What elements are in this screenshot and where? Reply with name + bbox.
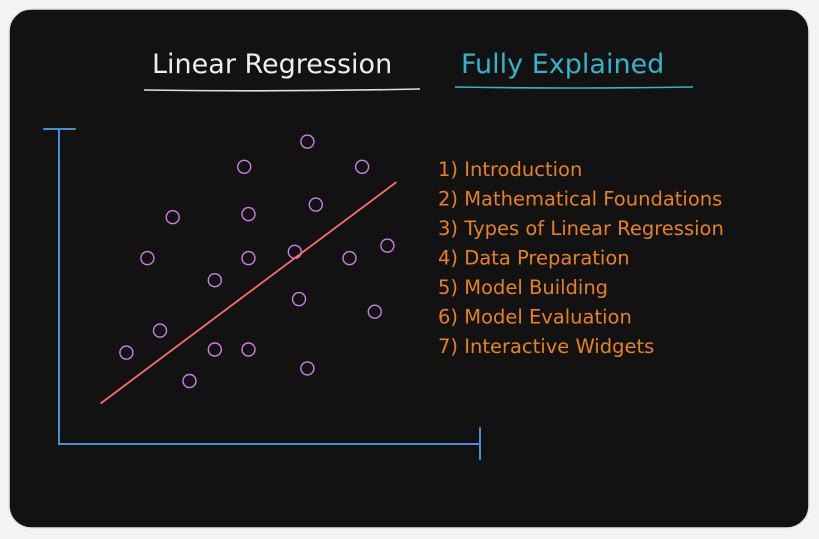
scatter-point-14 <box>300 361 315 376</box>
title-sub-underline <box>454 86 694 89</box>
scatter-point-20 <box>380 238 395 253</box>
scatter-point-7 <box>207 273 223 288</box>
toc-item-1: 1) Introduction <box>438 158 582 181</box>
scatter-point-9 <box>236 159 252 175</box>
scatter-point-18 <box>354 159 370 175</box>
scatter-point-8 <box>241 342 256 357</box>
regression-line-group <box>100 181 397 405</box>
scatter-point-1 <box>119 345 134 360</box>
title-main: Linear Regression <box>152 49 392 80</box>
frame-background <box>8 8 810 529</box>
scatter-point-13 <box>291 291 307 307</box>
toc-item-2: 2) Mathematical Foundations <box>438 188 722 211</box>
scatter-point-17 <box>342 250 357 266</box>
scatter-point-15 <box>300 134 315 149</box>
regression-line <box>100 181 397 405</box>
scatter-points <box>119 134 395 389</box>
scatter-point-10 <box>241 206 256 222</box>
scatter-point-16 <box>308 197 323 212</box>
scatter-point-4 <box>165 209 180 225</box>
toc-item-5: 5) Model Building <box>438 276 608 299</box>
toc-item-3: 3) Types of Linear Regression <box>438 217 724 240</box>
scatter-point-6 <box>207 342 223 357</box>
title-main-underline <box>143 88 421 92</box>
chart-axes <box>43 128 481 460</box>
toc-item-6: 6) Model Evaluation <box>438 306 632 329</box>
title-sub: Fully Explained <box>461 49 664 80</box>
toc-item-4: 4) Data Preparation <box>438 247 630 270</box>
scatter-point-11 <box>241 250 256 266</box>
scatter-point-5 <box>182 373 197 389</box>
scatter-point-2 <box>152 323 168 338</box>
scatter-point-19 <box>367 304 382 319</box>
toc-list: 1) Introduction 2) Mathematical Foundatio… <box>438 158 724 358</box>
scatter-point-3 <box>140 250 155 266</box>
toc-item-7: 7) Interactive Widgets <box>438 335 654 358</box>
